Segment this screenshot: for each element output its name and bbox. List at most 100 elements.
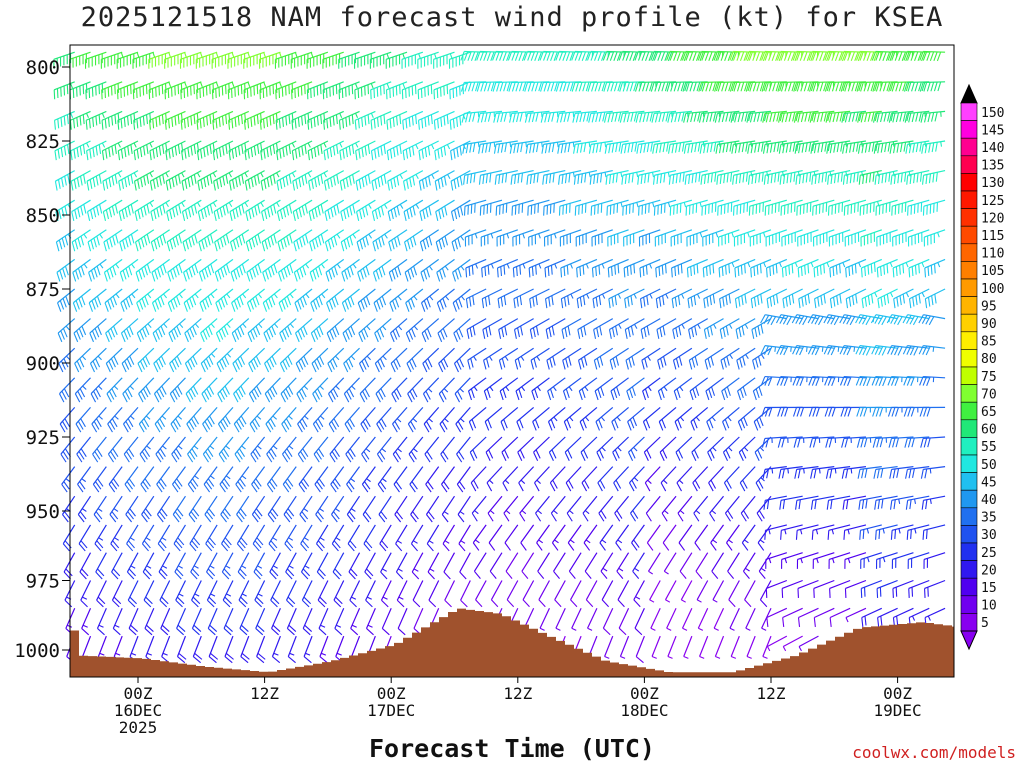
wind-barb bbox=[630, 495, 645, 522]
wind-barb bbox=[224, 635, 234, 664]
wind-barb bbox=[762, 110, 787, 123]
wind-barb bbox=[329, 436, 345, 463]
wind-barb bbox=[213, 199, 234, 221]
wind-barb bbox=[797, 229, 819, 247]
wind-barb bbox=[183, 288, 202, 312]
wind-barb bbox=[827, 170, 851, 185]
wind-barb bbox=[76, 436, 91, 463]
wind-barb bbox=[326, 288, 345, 312]
wind-barb bbox=[85, 110, 107, 130]
wind-barb bbox=[107, 436, 123, 463]
wind-barb bbox=[734, 288, 756, 309]
colorbar-swatch bbox=[960, 349, 978, 368]
wind-barb bbox=[228, 110, 250, 130]
wind-barb bbox=[919, 375, 946, 386]
wind-barb bbox=[494, 170, 518, 185]
wind-barb bbox=[358, 347, 376, 373]
wind-barb bbox=[844, 552, 867, 569]
wind-barb bbox=[766, 607, 788, 628]
wind-barb bbox=[746, 635, 756, 659]
wind-barb bbox=[402, 110, 424, 130]
wind-barb bbox=[88, 288, 107, 312]
wind-barb bbox=[888, 110, 914, 123]
x-tick-label: 12Z bbox=[757, 684, 786, 703]
wind-barb bbox=[239, 608, 250, 636]
wind-barb bbox=[590, 199, 613, 216]
wind-barb bbox=[923, 552, 946, 569]
credit-text: coolwx.com/models bbox=[852, 743, 1016, 762]
wind-barb bbox=[332, 552, 345, 580]
wind-barb bbox=[365, 608, 376, 636]
wind-barb bbox=[810, 466, 835, 479]
x-tick-label: 17DEC bbox=[367, 701, 415, 720]
wind-barb bbox=[357, 288, 376, 312]
wind-barb bbox=[284, 524, 297, 552]
wind-barb bbox=[57, 318, 76, 343]
wind-barb bbox=[172, 495, 186, 523]
wind-barb bbox=[647, 552, 661, 575]
wind-barb bbox=[153, 377, 171, 403]
wind-barb bbox=[297, 436, 313, 463]
wind-barb bbox=[672, 347, 693, 370]
wind-barb bbox=[390, 347, 408, 373]
wind-barb bbox=[58, 347, 76, 373]
wind-barb bbox=[197, 199, 218, 221]
wind-barb bbox=[250, 436, 266, 463]
wind-barb bbox=[604, 635, 614, 659]
wind-barb bbox=[260, 170, 281, 191]
wind-barb bbox=[461, 110, 487, 123]
wind-barb bbox=[251, 466, 266, 493]
wind-barb bbox=[511, 199, 534, 216]
wind-barb bbox=[267, 495, 281, 523]
wind-barb bbox=[372, 258, 392, 282]
colorbar-swatch bbox=[960, 208, 978, 227]
x-tick-label: 12Z bbox=[503, 684, 532, 703]
wind-barb bbox=[776, 375, 803, 386]
colorbar-swatch bbox=[960, 102, 978, 121]
wind-barb bbox=[795, 495, 819, 510]
wind-barb bbox=[261, 199, 281, 221]
wind-barb bbox=[174, 552, 187, 580]
wind-barb bbox=[681, 608, 693, 631]
colorbar-swatch bbox=[960, 243, 978, 262]
wind-barb bbox=[558, 199, 582, 216]
wind-barb bbox=[102, 199, 123, 221]
wind-barb bbox=[310, 318, 329, 343]
wind-barb bbox=[89, 318, 107, 343]
wind-barb bbox=[762, 466, 787, 479]
wind-barb bbox=[74, 347, 91, 373]
wind-barb bbox=[402, 140, 424, 161]
wind-barb bbox=[338, 81, 360, 100]
wind-barb bbox=[688, 318, 708, 339]
wind-barb bbox=[187, 466, 202, 493]
wind-barb bbox=[256, 635, 266, 664]
wind-barb bbox=[218, 436, 234, 463]
wind-barb bbox=[548, 436, 566, 462]
wind-barb bbox=[542, 170, 566, 185]
wind-barb bbox=[182, 229, 202, 252]
wind-barb bbox=[664, 580, 677, 603]
wind-barb bbox=[375, 377, 392, 403]
wind-barb bbox=[619, 110, 645, 123]
wind-barb bbox=[215, 318, 234, 343]
colorbar-swatch bbox=[960, 454, 978, 473]
wind-barb bbox=[229, 199, 250, 221]
wind-barb bbox=[722, 436, 740, 462]
colorbar-swatch bbox=[960, 190, 978, 209]
wind-barb bbox=[202, 436, 218, 463]
wind-barb bbox=[690, 406, 709, 431]
wind-barb bbox=[556, 110, 582, 123]
y-tick-label: 875 bbox=[26, 279, 60, 301]
wind-barb bbox=[370, 140, 392, 161]
wind-barb bbox=[813, 258, 835, 278]
wind-barb bbox=[220, 495, 234, 523]
wind-barb bbox=[698, 81, 724, 92]
wind-barb bbox=[340, 199, 360, 221]
wind-barb bbox=[56, 258, 76, 282]
wind-barb bbox=[443, 552, 456, 580]
wind-barb bbox=[745, 608, 756, 631]
wind-barb bbox=[829, 258, 851, 278]
wind-barb bbox=[713, 608, 725, 631]
wind-barb bbox=[246, 288, 265, 312]
wind-barb bbox=[105, 347, 123, 373]
